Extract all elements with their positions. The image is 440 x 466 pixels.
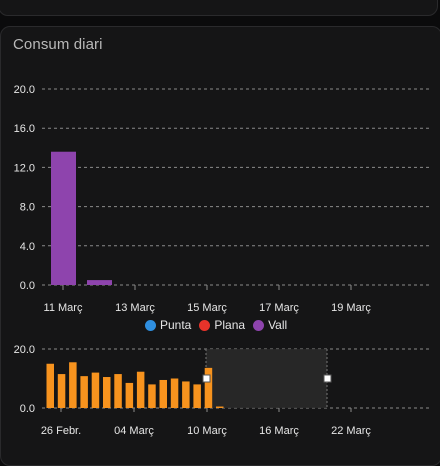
navigator-bar-14 <box>193 384 201 408</box>
legend-label-vall: Vall <box>268 318 288 332</box>
selection-handle-left[interactable] <box>202 374 211 383</box>
y-tick-label: 0.0 <box>20 280 35 292</box>
y-tick-label: 4.0 <box>20 241 35 253</box>
navigator-bar-5 <box>91 372 100 408</box>
navigator-bar-3 <box>69 362 77 408</box>
navigator-x-tick-label: 16 Març <box>259 425 299 437</box>
consumption-chart[interactable]: 20.0 16.0 12.0 8.0 4.0 0.0 11 Març 13 Març 15 Ma… <box>0 0 440 454</box>
y-tick-label: 20.0 <box>14 84 35 96</box>
navigator-bar-9 <box>136 371 145 408</box>
y-tick-label: 16.0 <box>14 123 35 135</box>
x-tick-label: 19 Març <box>331 302 371 314</box>
navigator-bar-12 <box>170 378 179 408</box>
navigator-bar-7 <box>114 374 122 408</box>
navigator-bar-16 <box>216 406 224 408</box>
legend-label-plana: Plana <box>214 318 246 332</box>
legend-item-plana[interactable]: Plana <box>199 318 245 332</box>
navigator-bar-2 <box>57 374 66 408</box>
y-tick-label: 12.0 <box>14 162 35 174</box>
navigator-selection[interactable] <box>206 349 327 408</box>
navigator-bar-10 <box>148 384 156 408</box>
vall-color-dot <box>253 319 265 331</box>
punta-color-dot <box>145 319 156 331</box>
navigator-bar-11 <box>159 379 167 408</box>
card-title: Consum diari <box>13 36 103 53</box>
x-tick-label: 13 Març <box>115 302 155 314</box>
x-tick-label: 15 Març <box>187 302 227 314</box>
legend-label-punta: Punta <box>160 318 192 332</box>
navigator-bar-4 <box>80 376 88 408</box>
bar-vall-1[interactable] <box>51 151 76 285</box>
navigator-y-tick-label: 0.0 <box>20 403 35 415</box>
navigator-x-tick-label: 26 Febr. <box>41 425 81 437</box>
plana-color-dot <box>199 319 211 331</box>
legend-item-punta[interactable]: Punta <box>145 318 191 332</box>
navigator-x-tick-label: 04 Març <box>114 425 154 437</box>
chart-legend: Punta Plana Vall <box>145 318 287 332</box>
navigator-x-tick-label: 22 Març <box>331 425 371 437</box>
navigator-bar-13 <box>182 381 190 408</box>
navigator-bar-8 <box>125 382 134 408</box>
navigator-bar-15 <box>204 367 213 408</box>
navigator-bar-6 <box>103 377 111 408</box>
navigator-y-tick-label: 20.0 <box>14 344 35 356</box>
legend-item-vall[interactable]: Vall <box>253 318 287 332</box>
y-tick-label: 8.0 <box>20 202 35 214</box>
selection-handle-right[interactable] <box>323 374 332 383</box>
x-tick-label: 17 Març <box>259 302 299 314</box>
navigator-x-tick-label: 10 Març <box>187 425 227 437</box>
x-tick-label: 11 Març <box>44 302 83 314</box>
navigator-bar-1 <box>46 363 54 408</box>
previous-card <box>0 0 438 16</box>
bar-vall-2[interactable] <box>87 280 112 285</box>
